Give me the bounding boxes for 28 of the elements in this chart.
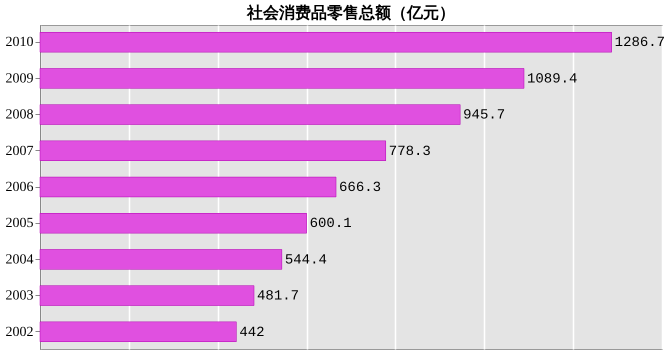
- bar: [40, 212, 307, 234]
- y-tick-label: 2010: [6, 35, 34, 50]
- bar: [40, 322, 237, 342]
- bar: [40, 32, 612, 52]
- y-tick-label: 2003: [6, 288, 34, 304]
- data-label: 1286.7: [614, 35, 666, 52]
- y-tick-label: 2009: [6, 71, 34, 86]
- data-label: 481.7: [257, 288, 300, 305]
- bar: [40, 249, 282, 270]
- chart-title: 社会消费品零售总额（亿元）: [246, 3, 455, 22]
- data-label: 544.4: [284, 252, 327, 268]
- y-tick-label: 2002: [6, 324, 34, 340]
- data-label: 778.3: [388, 144, 431, 160]
- data-label: 666.3: [339, 180, 382, 196]
- y-tick-label: 2008: [6, 108, 34, 123]
- bar: [40, 68, 524, 89]
- y-tick-label: 2007: [6, 144, 34, 159]
- data-label: 945.7: [463, 108, 506, 124]
- y-tick-label: 2006: [6, 180, 34, 195]
- bar: [40, 176, 336, 198]
- bar: [40, 104, 460, 125]
- data-label: 600.1: [310, 216, 352, 232]
- bar: [40, 285, 254, 306]
- y-tick-label: 2005: [6, 216, 34, 232]
- data-label: 1089.4: [527, 71, 578, 88]
- bar: [40, 140, 386, 162]
- y-tick-label: 2004: [6, 252, 34, 268]
- data-label: 442: [239, 324, 265, 341]
